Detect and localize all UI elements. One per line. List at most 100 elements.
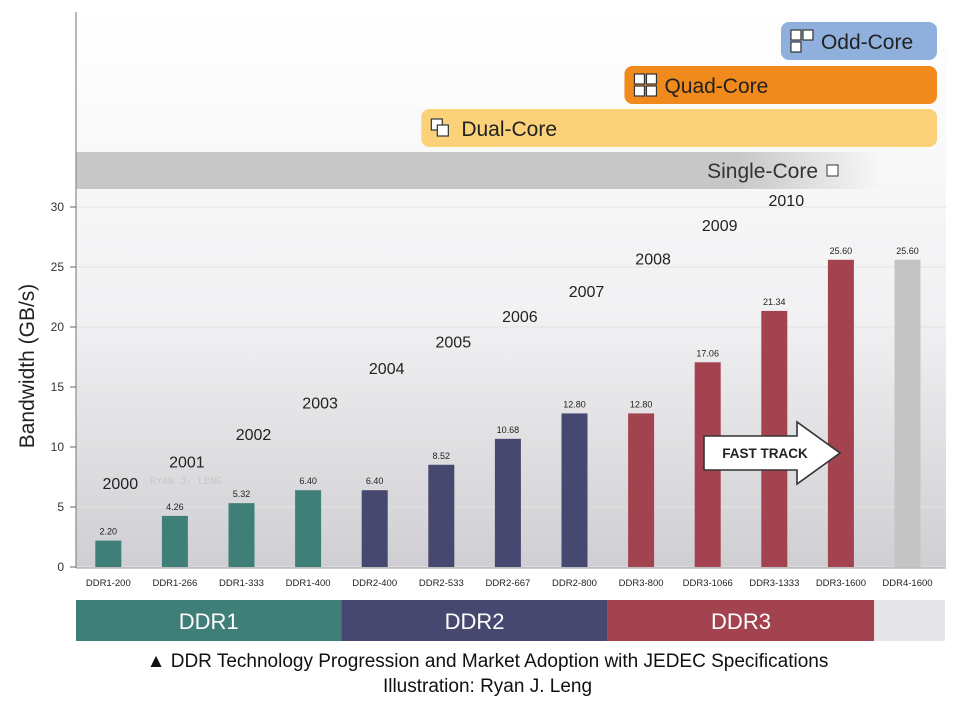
generation-band-bar xyxy=(76,600,342,641)
value-labels: 2.20 4.26 5.32 6.40 6.40 8.52 10.68 12.80 12.80 1… xyxy=(100,246,919,537)
year-labels: 2000 2001 2002 2003 2004 2005 2006 2007 2008 2009… xyxy=(103,193,805,493)
value-label: 12.80 xyxy=(630,399,653,409)
generation-band-label: DDR1 xyxy=(179,609,239,634)
value-label: 6.40 xyxy=(366,476,384,486)
category-label: DDR3-800 xyxy=(619,578,664,589)
category-labels: DDR1-200 DDR1-266 DDR1-333 DDR1-400 DDR2-400… xyxy=(86,578,933,589)
core-band-label: Dual-Core xyxy=(461,118,557,141)
core-band-bar xyxy=(76,152,882,189)
bar-ddr4-1600 xyxy=(894,259,921,567)
value-label: 6.40 xyxy=(299,476,317,486)
value-label: 12.80 xyxy=(563,399,586,409)
year-label: 2008 xyxy=(635,252,671,269)
core-icon-square xyxy=(436,124,449,137)
core-icon-square xyxy=(645,73,658,85)
year-label: 2006 xyxy=(502,309,538,326)
year-label: 2002 xyxy=(236,427,272,444)
generation-band-bar xyxy=(874,600,945,641)
value-label: 25.60 xyxy=(830,246,853,256)
y-axis-label: Bandwidth (GB/s) xyxy=(16,284,39,449)
category-label: DDR1-200 xyxy=(86,578,131,589)
year-label: 2000 xyxy=(103,476,139,493)
bar-ddr2-667 xyxy=(494,438,521,567)
core-icon-square xyxy=(633,73,646,85)
category-label: DDR4-1600 xyxy=(882,578,932,589)
y-tick-label: 25 xyxy=(51,260,65,274)
caption-line-1: ▲ DDR Technology Progression and Market … xyxy=(146,651,829,672)
core-band-bar xyxy=(780,22,937,60)
fast-track-arrow: FAST TRACK xyxy=(703,420,842,486)
category-label: DDR2-533 xyxy=(419,578,464,589)
y-tick-label: 30 xyxy=(51,200,65,214)
year-label: 2009 xyxy=(702,218,738,235)
core-icon-square xyxy=(790,41,802,53)
core-icon-square xyxy=(645,85,658,97)
year-label: 2010 xyxy=(769,193,805,210)
year-label: 2003 xyxy=(302,396,338,413)
category-label: DDR3-1333 xyxy=(749,578,799,589)
y-tick-label: 20 xyxy=(51,320,65,334)
category-label: DDR2-667 xyxy=(485,578,530,589)
generation-band-ddr3: DDR3 xyxy=(607,600,875,641)
value-label: 17.06 xyxy=(696,348,719,358)
generation-band-ddr1: DDR1 xyxy=(76,600,342,641)
bar-ddr1-200 xyxy=(95,540,122,567)
single-core-icon xyxy=(826,164,839,177)
core-icon-square xyxy=(790,29,802,41)
bar-ddr2-533 xyxy=(428,464,455,567)
value-label: 10.68 xyxy=(497,425,520,435)
core-band-odd-core: Odd-Core xyxy=(780,22,937,60)
core-band-single-core: Single-Core xyxy=(76,152,882,189)
core-band-label: Single-Core xyxy=(707,160,818,183)
generation-bands: DDR1 DDR2 DDR3 xyxy=(76,600,945,641)
year-label: 2004 xyxy=(369,361,405,378)
generation-band-ddr2: DDR2 xyxy=(341,600,608,641)
chart: Odd-Core Quad-Core Dual-Core Single-Core 0 5… xyxy=(16,12,946,641)
core-band-quad-core: Quad-Core xyxy=(624,66,937,104)
odd-core-icon xyxy=(790,29,814,53)
fast-track-arrow-shape xyxy=(703,420,842,486)
y-axis: 0 5 10 15 20 25 30 xyxy=(51,12,946,574)
y-tick-label: 5 xyxy=(57,500,64,514)
generation-band-label: DDR3 xyxy=(711,609,771,634)
bar-ddr3-1600 xyxy=(827,259,854,567)
core-icon-square xyxy=(826,164,839,177)
value-label: 21.34 xyxy=(763,297,786,307)
category-label: DDR2-400 xyxy=(352,578,397,589)
core-band-bar xyxy=(624,66,937,104)
core-band-bar xyxy=(421,109,937,147)
quad-core-icon xyxy=(633,73,658,97)
bar-ddr2-800 xyxy=(561,413,588,567)
bar-ddr1-400 xyxy=(295,490,322,567)
year-label: 2007 xyxy=(569,284,605,301)
value-label: 5.32 xyxy=(233,489,251,499)
core-band-dual-core: Dual-Core xyxy=(421,109,937,147)
generation-band-bar xyxy=(341,600,608,641)
watermark: RYAN J. LENG xyxy=(150,476,222,487)
fast-track-label: FAST TRACK xyxy=(722,446,808,461)
category-label: DDR3-1600 xyxy=(816,578,866,589)
category-label: DDR2-800 xyxy=(552,578,597,589)
caption-line-2: Illustration: Ryan J. Leng xyxy=(382,676,593,697)
value-label: 4.26 xyxy=(166,502,184,512)
bar-ddr1-266 xyxy=(161,515,188,567)
category-label: DDR1-333 xyxy=(219,578,264,589)
y-tick-label: 10 xyxy=(51,440,65,454)
y-tick-label: 0 xyxy=(57,560,64,574)
category-label: DDR3-1066 xyxy=(683,578,733,589)
core-icon-square xyxy=(802,29,814,41)
value-label: 25.60 xyxy=(896,246,919,256)
generation-band-label: DDR2 xyxy=(445,609,505,634)
generation-band-blank xyxy=(874,600,945,641)
dual-core-icon xyxy=(430,118,449,137)
value-label: 2.20 xyxy=(100,527,118,537)
generation-band-bar xyxy=(607,600,875,641)
core-band-label: Odd-Core xyxy=(821,31,913,54)
core-band-label: Quad-Core xyxy=(664,75,768,98)
bar-ddr1-333 xyxy=(228,503,255,567)
value-label: 8.52 xyxy=(433,451,451,461)
category-label: DDR1-266 xyxy=(152,578,197,589)
y-tick-label: 15 xyxy=(51,380,65,394)
year-label: 2005 xyxy=(436,334,472,351)
core-icon-square xyxy=(633,85,646,97)
